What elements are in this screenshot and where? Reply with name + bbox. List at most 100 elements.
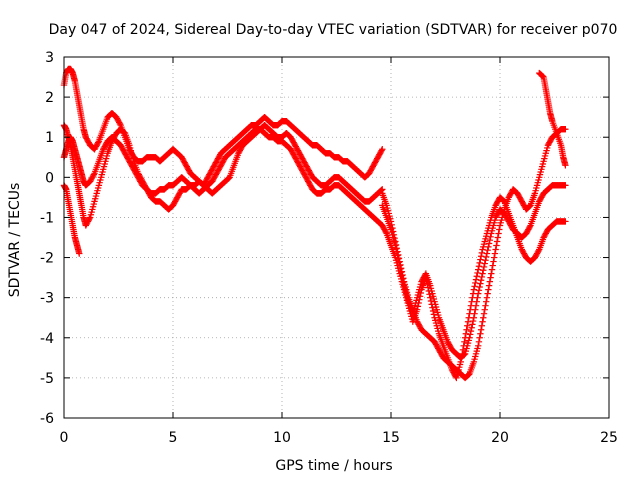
data-point [562, 182, 569, 189]
data-point [475, 290, 482, 297]
y-tick-label: 3 [45, 50, 54, 66]
data-point [460, 351, 467, 359]
data-point [470, 314, 478, 321]
data-point [489, 262, 496, 269]
data-point [462, 330, 470, 337]
data-point [485, 286, 492, 293]
data-point [485, 240, 493, 247]
data-point [535, 247, 542, 255]
data-point [485, 243, 492, 251]
data-point [459, 346, 467, 354]
data-point [378, 186, 385, 194]
data-point [90, 171, 97, 178]
data-point [86, 215, 93, 222]
chart-title: Day 047 of 2024, Sidereal Day-to-day VTE… [49, 22, 618, 38]
data-point [397, 269, 405, 276]
data-point [471, 283, 478, 290]
data-point [471, 310, 478, 317]
data-marks-layer [60, 65, 569, 382]
data-point [467, 331, 474, 338]
data-point [430, 311, 438, 318]
data-point [395, 259, 403, 266]
data-point [429, 307, 437, 315]
data-point [482, 298, 490, 305]
x-tick-label: 15 [382, 430, 400, 446]
data-point [382, 228, 390, 236]
data-point [487, 274, 494, 281]
data-point [76, 250, 83, 257]
data-point [429, 304, 436, 311]
data-point [562, 218, 569, 225]
data-point [225, 175, 232, 182]
data-point [414, 303, 422, 310]
series-track-8 [536, 69, 569, 169]
y-tick-label: 2 [45, 90, 54, 106]
tick-labels-layer: 0 5 10 15 20 25 -6 -5 -4 -3 -2 -1 0 1 2 3 [40, 50, 618, 446]
data-point [392, 242, 399, 249]
data-point [484, 247, 491, 254]
data-point [469, 321, 476, 328]
data-point [526, 223, 533, 231]
data-point [477, 326, 485, 333]
data-point [478, 249, 486, 257]
data-point [476, 259, 483, 267]
data-point [525, 203, 533, 210]
data-point [484, 290, 491, 297]
data-point [493, 238, 501, 245]
data-point [464, 318, 472, 325]
data-point [399, 275, 406, 283]
y-tick-label: 1 [45, 130, 54, 146]
x-tick-label: 0 [60, 430, 69, 446]
data-point [476, 334, 483, 341]
data-point [477, 330, 484, 337]
data-point [468, 324, 475, 331]
series-track-1 [60, 65, 386, 189]
data-point [481, 260, 488, 267]
data-point [562, 162, 569, 169]
data-point [492, 246, 499, 253]
data-point [491, 250, 499, 257]
series-track-3 [60, 126, 386, 229]
y-tick-label: -1 [40, 210, 54, 226]
x-axis-title: GPS time / hours [275, 458, 392, 474]
x-tick-label: 25 [600, 430, 618, 446]
data-point [480, 263, 488, 271]
data-point [472, 306, 479, 313]
data-point [485, 282, 493, 289]
data-point [475, 287, 483, 294]
ticks-layer [63, 56, 610, 419]
x-tick-label: 10 [273, 430, 291, 446]
data-point [400, 279, 407, 286]
data-point [477, 277, 485, 284]
data-point [480, 310, 488, 317]
data-point [475, 338, 483, 345]
data-point [483, 250, 491, 257]
data-point [480, 267, 487, 274]
data-point [427, 294, 434, 301]
data-point [94, 139, 102, 146]
data-point [479, 270, 486, 277]
data-point [499, 196, 507, 204]
data-point [477, 256, 484, 263]
data-point [463, 326, 470, 333]
data-point [472, 276, 480, 283]
data-point [467, 327, 475, 335]
data-point [397, 265, 404, 273]
x-tick-label: 5 [169, 430, 178, 446]
y-axis-title: SDTVAR / TECUs [7, 183, 23, 298]
data-point [120, 128, 127, 136]
x-tick-label: 20 [491, 430, 509, 446]
data-point [482, 257, 489, 264]
data-point [538, 72, 546, 79]
plot-frame [63, 56, 610, 419]
data-point [394, 252, 401, 259]
data-point [474, 294, 481, 301]
data-point [495, 230, 502, 237]
grid-layer [64, 57, 609, 418]
data-point [472, 302, 480, 309]
data-point [477, 280, 484, 287]
series-track-7 [379, 182, 569, 362]
data-point [472, 279, 479, 287]
data-point [116, 120, 124, 128]
